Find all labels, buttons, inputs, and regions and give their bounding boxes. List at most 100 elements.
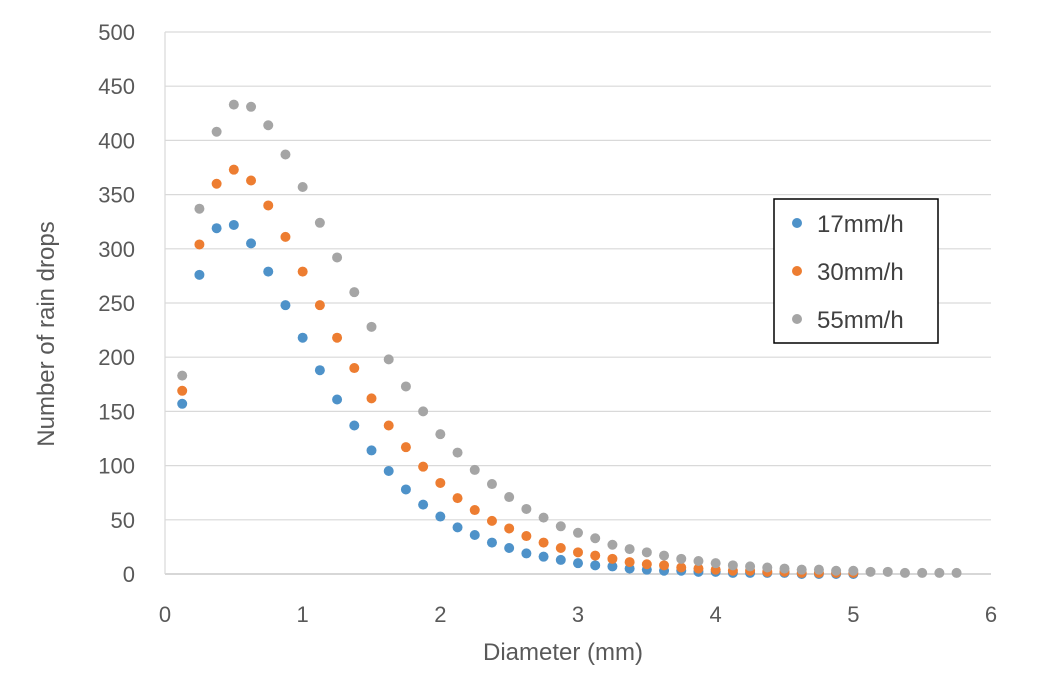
data-point — [641, 559, 652, 570]
data-point — [349, 287, 360, 298]
data-point — [280, 149, 291, 160]
y-tick-label: 300 — [98, 237, 135, 262]
data-point — [624, 557, 635, 568]
data-point — [659, 550, 670, 561]
data-point — [211, 126, 222, 137]
gridlines — [165, 31, 991, 575]
data-point — [263, 120, 274, 131]
legend-label: 55mm/h — [817, 307, 904, 334]
data-point — [194, 239, 205, 250]
data-point — [745, 561, 756, 572]
data-point — [418, 499, 429, 510]
data-point — [538, 537, 549, 548]
data-point — [228, 219, 239, 230]
data-point — [607, 553, 618, 564]
data-point — [607, 539, 618, 550]
data-point — [263, 266, 274, 277]
legend-marker — [792, 314, 802, 324]
data-point — [194, 269, 205, 280]
data-point — [538, 551, 549, 562]
y-axis: 0 50 100 150 200 250 300 350 400 450 500 — [98, 20, 166, 587]
data-point — [349, 363, 360, 374]
data-point — [246, 101, 257, 112]
data-point — [469, 464, 480, 475]
y-tick-label: 100 — [98, 454, 135, 479]
data-point — [573, 527, 583, 538]
data-point — [607, 561, 618, 572]
data-point — [693, 555, 704, 566]
x-tick-label: 4 — [710, 602, 722, 627]
data-point — [383, 420, 394, 431]
legend-label: 17mm/h — [817, 211, 904, 238]
data-point — [314, 217, 325, 228]
data-point — [435, 511, 446, 522]
data-point — [194, 203, 205, 214]
data-point — [211, 178, 222, 189]
data-point — [332, 332, 343, 343]
data-point — [314, 300, 325, 311]
data-point — [452, 493, 463, 504]
data-point — [469, 505, 480, 516]
x-axis-title: Diameter (mm) — [483, 639, 643, 666]
data-point — [469, 529, 480, 540]
data-point — [934, 567, 945, 578]
data-point — [796, 564, 807, 575]
y-tick-label: 150 — [98, 399, 135, 424]
data-point — [435, 477, 446, 488]
y-tick-label: 350 — [98, 183, 135, 208]
data-point — [297, 266, 308, 277]
data-point — [366, 321, 377, 332]
y-axis-title: Number of rain drops — [33, 221, 60, 446]
data-point — [486, 479, 497, 490]
data-point — [435, 429, 446, 440]
data-point — [899, 567, 910, 578]
data-point — [504, 492, 515, 503]
data-point — [400, 381, 411, 392]
data-point — [590, 550, 601, 561]
data-point — [917, 567, 928, 578]
data-point — [486, 537, 497, 548]
data-point — [710, 558, 721, 569]
data-point — [246, 238, 257, 249]
data-point — [641, 547, 652, 558]
x-tick-label: 6 — [985, 602, 997, 627]
data-point — [521, 503, 532, 514]
data-point — [676, 562, 687, 573]
data-point — [297, 182, 308, 193]
legend: 17mm/h 30mm/h 55mm/h — [773, 198, 939, 344]
data-point — [727, 560, 738, 571]
data-point — [452, 447, 463, 458]
legend-label: 30mm/h — [817, 259, 904, 286]
data-point — [590, 560, 601, 571]
y-tick-label: 50 — [111, 508, 135, 533]
y-tick-label: 0 — [123, 562, 135, 587]
data-point — [383, 354, 394, 365]
data-point — [590, 533, 601, 544]
data-point — [504, 542, 515, 553]
data-point — [624, 544, 635, 555]
data-point — [573, 547, 583, 558]
data-point — [366, 445, 377, 456]
data-point — [779, 563, 790, 574]
x-tick-label: 0 — [159, 602, 171, 627]
x-axis: 0 1 2 3 4 5 6 — [159, 602, 997, 627]
data-point — [177, 398, 188, 409]
data-point — [400, 442, 411, 453]
data-point — [332, 394, 343, 405]
data-point — [486, 515, 497, 526]
x-tick-label: 2 — [434, 602, 446, 627]
data-point — [177, 370, 188, 381]
data-point — [762, 562, 773, 573]
data-point — [848, 565, 859, 576]
data-points — [177, 99, 962, 579]
data-point — [280, 300, 291, 311]
y-tick-label: 250 — [98, 291, 135, 316]
data-point — [693, 563, 704, 574]
y-tick-label: 450 — [98, 74, 135, 99]
legend-marker — [792, 218, 802, 228]
data-point — [813, 564, 824, 575]
data-point — [228, 164, 239, 175]
x-tick-label: 1 — [297, 602, 309, 627]
data-point — [504, 523, 515, 534]
